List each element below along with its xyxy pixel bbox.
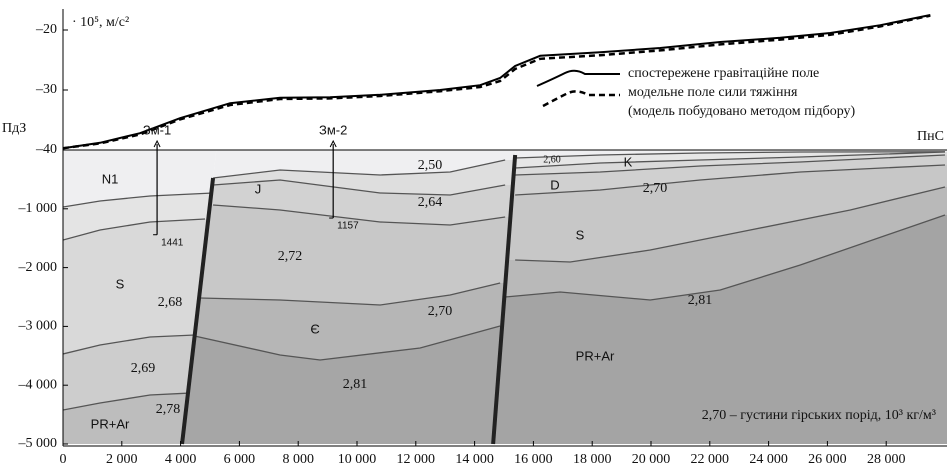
legend-swatch: [542, 90, 620, 108]
horizon: [63, 218, 206, 241]
y-tick-label: –30: [35, 82, 57, 97]
density-label: 2,60: [543, 154, 561, 165]
density-label: 2,81: [343, 377, 368, 392]
horizon: [213, 204, 506, 226]
y-tick-label: –3 000: [18, 319, 58, 334]
block: [182, 150, 516, 444]
formation-label: Є: [310, 321, 319, 336]
horizon: [515, 186, 946, 263]
well-name: Зм-1: [143, 122, 171, 137]
legend-swatch: [536, 69, 620, 87]
horizon: [63, 192, 214, 208]
horizon: [515, 164, 946, 196]
formation-label: S: [116, 276, 125, 291]
density-label: 2,72: [278, 249, 303, 264]
density-label: 2,81: [688, 293, 713, 308]
x-tick-label: 26 000: [808, 452, 847, 467]
well-arrow: [153, 139, 161, 148]
x-tick-label: 22 000: [691, 452, 730, 467]
well-arrow: [329, 139, 337, 148]
legend-label: спостережене гравітаційне поле: [628, 66, 819, 81]
density-label: 2,70: [643, 181, 668, 196]
horizon: [63, 392, 191, 411]
density-label: 2,68: [158, 295, 183, 310]
horizon: [189, 325, 501, 361]
horizon: [515, 151, 946, 159]
density-label: 2,50: [418, 158, 443, 173]
horizon: [505, 214, 946, 301]
y-tick-label: –1 000: [18, 201, 58, 216]
x-tick-label: 4 000: [165, 452, 197, 467]
horizon: [200, 282, 501, 306]
x-tick-label: 24 000: [749, 452, 788, 467]
horizon: [63, 334, 196, 355]
formation-label: J: [255, 181, 262, 196]
y-tick-label: –20: [35, 22, 57, 37]
formation-label: K: [624, 154, 633, 169]
left-label: ПдЗ: [2, 121, 26, 136]
x-tick-label: 14 000: [455, 452, 494, 467]
legend-label: модельне поле сили тяжіння: [628, 85, 798, 100]
note: 2,70 – густини гірських порід, 10³ кг/м³: [702, 408, 936, 423]
horizon: [212, 159, 506, 179]
horizon: [515, 151, 946, 169]
y-tick-label: –40: [35, 142, 57, 157]
horizon: [515, 154, 946, 176]
x-tick-label: 16 000: [514, 452, 553, 467]
x-tick-label: 20 000: [632, 452, 671, 467]
block: [493, 150, 947, 444]
well-name: Зм-2: [319, 122, 347, 137]
density-label: 2,69: [131, 361, 156, 376]
formation-label: N1: [102, 171, 119, 186]
y-tick-label: –2 000: [18, 260, 58, 275]
section: [63, 150, 947, 444]
x-tick-label: 28 000: [867, 452, 906, 467]
gravity-line: [62, 14, 931, 150]
well-depth: 1441: [161, 237, 184, 248]
x-tick-label: 6 000: [224, 452, 256, 467]
formation-label: S: [576, 227, 585, 242]
layer-fill: [493, 214, 947, 444]
formation-label: PR+Ar: [576, 348, 615, 363]
x-tick-label: 10 000: [338, 452, 377, 467]
horizon: [213, 179, 506, 196]
density-label: 2,78: [156, 402, 181, 417]
y-tick-label: –4 000: [18, 377, 58, 392]
right-label: ПнС: [917, 129, 944, 144]
y-tick-label: –5 000: [18, 436, 58, 451]
x-tick-label: 0: [60, 452, 67, 467]
legend-note: (модель побудовано методом підбору): [628, 104, 856, 119]
density-label: 2,70: [428, 304, 453, 319]
x-tick-label: 12 000: [397, 452, 436, 467]
density-label: 2,64: [418, 195, 443, 210]
layer-fill: [182, 325, 516, 444]
fault: [180, 177, 216, 445]
well-depth: 1157: [337, 221, 359, 232]
formation-label: D: [550, 177, 559, 192]
unit-label: · 10⁵, м/с²: [72, 15, 129, 30]
x-tick-label: 18 000: [573, 452, 612, 467]
formation-label: PR+Ar: [91, 416, 130, 431]
fault: [491, 154, 518, 445]
x-tick-label: 8 000: [282, 452, 314, 467]
x-tick-label: 2 000: [106, 452, 138, 467]
